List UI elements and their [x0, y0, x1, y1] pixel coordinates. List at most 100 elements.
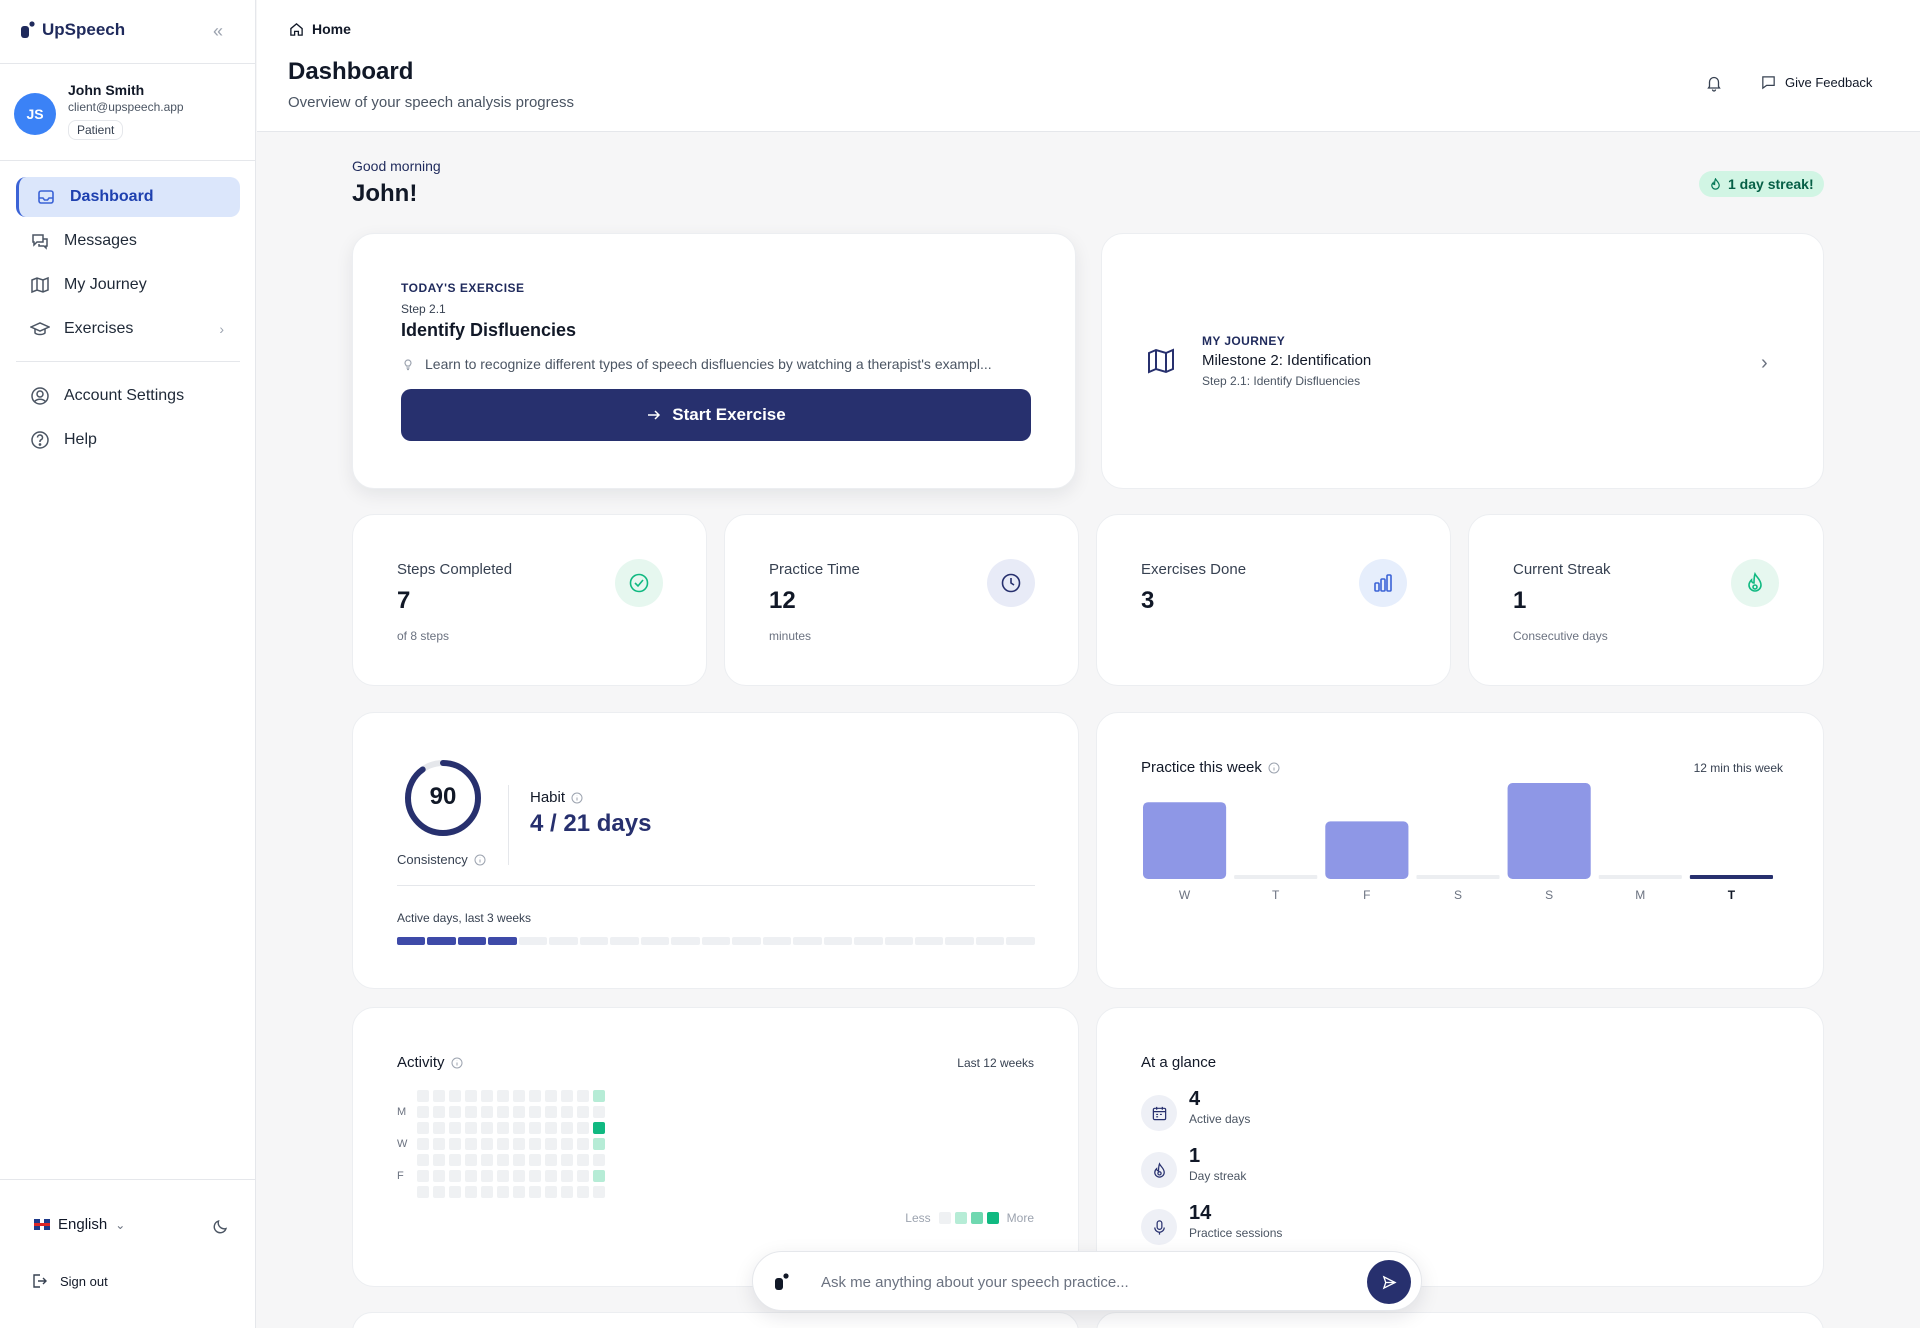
- sidebar-item-dashboard[interactable]: Dashboard: [16, 177, 240, 217]
- heatmap-cell[interactable]: [529, 1154, 541, 1166]
- heatmap-cell[interactable]: [417, 1154, 429, 1166]
- heatmap-cell[interactable]: [545, 1154, 557, 1166]
- heatmap-cell[interactable]: [545, 1170, 557, 1182]
- heatmap-cell[interactable]: [545, 1122, 557, 1134]
- give-feedback-button[interactable]: Give Feedback: [1760, 74, 1872, 91]
- heatmap-cell[interactable]: [561, 1122, 573, 1134]
- heatmap-cell[interactable]: [593, 1122, 605, 1134]
- sidebar-item-my-journey[interactable]: My Journey: [16, 265, 240, 305]
- heatmap-cell[interactable]: [513, 1170, 525, 1182]
- heatmap-cell[interactable]: [545, 1106, 557, 1118]
- heatmap-cell[interactable]: [417, 1090, 429, 1102]
- user-profile[interactable]: JS John Smith client@upspeech.app Patien…: [14, 80, 244, 148]
- heatmap-cell[interactable]: [465, 1122, 477, 1134]
- heatmap-cell[interactable]: [561, 1170, 573, 1182]
- sidebar-item-help[interactable]: Help: [16, 420, 240, 460]
- heatmap-cell[interactable]: [545, 1138, 557, 1150]
- heatmap-cell[interactable]: [497, 1154, 509, 1166]
- heatmap-cell[interactable]: [465, 1090, 477, 1102]
- language-selector[interactable]: English ⌄: [34, 1216, 125, 1233]
- heatmap-cell[interactable]: [513, 1138, 525, 1150]
- heatmap-cell[interactable]: [433, 1090, 445, 1102]
- heatmap-cell[interactable]: [481, 1090, 493, 1102]
- heatmap-cell[interactable]: [497, 1138, 509, 1150]
- heatmap-cell[interactable]: [561, 1106, 573, 1118]
- collapse-sidebar-icon[interactable]: «: [212, 21, 223, 41]
- heatmap-cell[interactable]: [577, 1122, 589, 1134]
- heatmap-cell[interactable]: [417, 1170, 429, 1182]
- heatmap-cell[interactable]: [417, 1122, 429, 1134]
- heatmap-cell[interactable]: [513, 1154, 525, 1166]
- heatmap-cell[interactable]: [465, 1154, 477, 1166]
- info-icon[interactable]: [571, 792, 583, 804]
- heatmap-cell[interactable]: [529, 1186, 541, 1198]
- heatmap-cell[interactable]: [481, 1138, 493, 1150]
- heatmap-cell[interactable]: [577, 1186, 589, 1198]
- heatmap-cell[interactable]: [417, 1106, 429, 1118]
- heatmap-cell[interactable]: [449, 1106, 461, 1118]
- heatmap-cell[interactable]: [497, 1106, 509, 1118]
- heatmap-cell[interactable]: [593, 1090, 605, 1102]
- dark-mode-toggle-icon[interactable]: [212, 1217, 230, 1235]
- heatmap-cell[interactable]: [593, 1154, 605, 1166]
- heatmap-cell[interactable]: [561, 1154, 573, 1166]
- heatmap-cell[interactable]: [513, 1106, 525, 1118]
- heatmap-cell[interactable]: [497, 1122, 509, 1134]
- heatmap-cell[interactable]: [465, 1106, 477, 1118]
- heatmap-cell[interactable]: [449, 1154, 461, 1166]
- heatmap-cell[interactable]: [561, 1090, 573, 1102]
- heatmap-cell[interactable]: [497, 1090, 509, 1102]
- info-icon[interactable]: [474, 854, 486, 866]
- heatmap-cell[interactable]: [433, 1170, 445, 1182]
- heatmap-cell[interactable]: [529, 1106, 541, 1118]
- heatmap-cell[interactable]: [529, 1090, 541, 1102]
- heatmap-cell[interactable]: [433, 1154, 445, 1166]
- heatmap-cell[interactable]: [481, 1122, 493, 1134]
- heatmap-cell[interactable]: [593, 1186, 605, 1198]
- heatmap-cell[interactable]: [561, 1186, 573, 1198]
- assistant-chat-input[interactable]: [821, 1268, 1341, 1296]
- send-button[interactable]: [1367, 1260, 1411, 1304]
- heatmap-cell[interactable]: [449, 1170, 461, 1182]
- bell-icon[interactable]: [1705, 74, 1723, 92]
- info-icon[interactable]: [451, 1057, 463, 1069]
- heatmap-cell[interactable]: [417, 1138, 429, 1150]
- heatmap-cell[interactable]: [433, 1138, 445, 1150]
- heatmap-cell[interactable]: [593, 1170, 605, 1182]
- heatmap-cell[interactable]: [513, 1186, 525, 1198]
- sidebar-item-messages[interactable]: Messages: [16, 221, 240, 261]
- breadcrumb[interactable]: Home: [289, 21, 351, 37]
- heatmap-cell[interactable]: [593, 1106, 605, 1118]
- heatmap-cell[interactable]: [481, 1154, 493, 1166]
- heatmap-cell[interactable]: [513, 1122, 525, 1134]
- heatmap-cell[interactable]: [433, 1122, 445, 1134]
- heatmap-cell[interactable]: [465, 1170, 477, 1182]
- heatmap-cell[interactable]: [449, 1186, 461, 1198]
- heatmap-cell[interactable]: [465, 1138, 477, 1150]
- heatmap-cell[interactable]: [433, 1186, 445, 1198]
- heatmap-cell[interactable]: [417, 1186, 429, 1198]
- heatmap-cell[interactable]: [529, 1170, 541, 1182]
- heatmap-cell[interactable]: [497, 1186, 509, 1198]
- heatmap-cell[interactable]: [577, 1090, 589, 1102]
- heatmap-cell[interactable]: [449, 1122, 461, 1134]
- sign-out-button[interactable]: Sign out: [30, 1272, 108, 1290]
- heatmap-cell[interactable]: [465, 1186, 477, 1198]
- heatmap-cell[interactable]: [449, 1138, 461, 1150]
- sidebar-item-exercises[interactable]: Exercises ›: [16, 309, 240, 349]
- heatmap-cell[interactable]: [561, 1138, 573, 1150]
- info-icon[interactable]: [1268, 762, 1280, 774]
- heatmap-cell[interactable]: [577, 1170, 589, 1182]
- heatmap-cell[interactable]: [481, 1106, 493, 1118]
- journey-link[interactable]: MY JOURNEY Milestone 2: Identification S…: [1146, 334, 1786, 394]
- heatmap-cell[interactable]: [513, 1090, 525, 1102]
- heatmap-cell[interactable]: [545, 1090, 557, 1102]
- heatmap-cell[interactable]: [577, 1154, 589, 1166]
- heatmap-cell[interactable]: [497, 1170, 509, 1182]
- heatmap-cell[interactable]: [481, 1186, 493, 1198]
- heatmap-cell[interactable]: [433, 1106, 445, 1118]
- heatmap-cell[interactable]: [529, 1122, 541, 1134]
- heatmap-cell[interactable]: [577, 1138, 589, 1150]
- heatmap-cell[interactable]: [577, 1106, 589, 1118]
- sidebar-item-account-settings[interactable]: Account Settings: [16, 376, 240, 416]
